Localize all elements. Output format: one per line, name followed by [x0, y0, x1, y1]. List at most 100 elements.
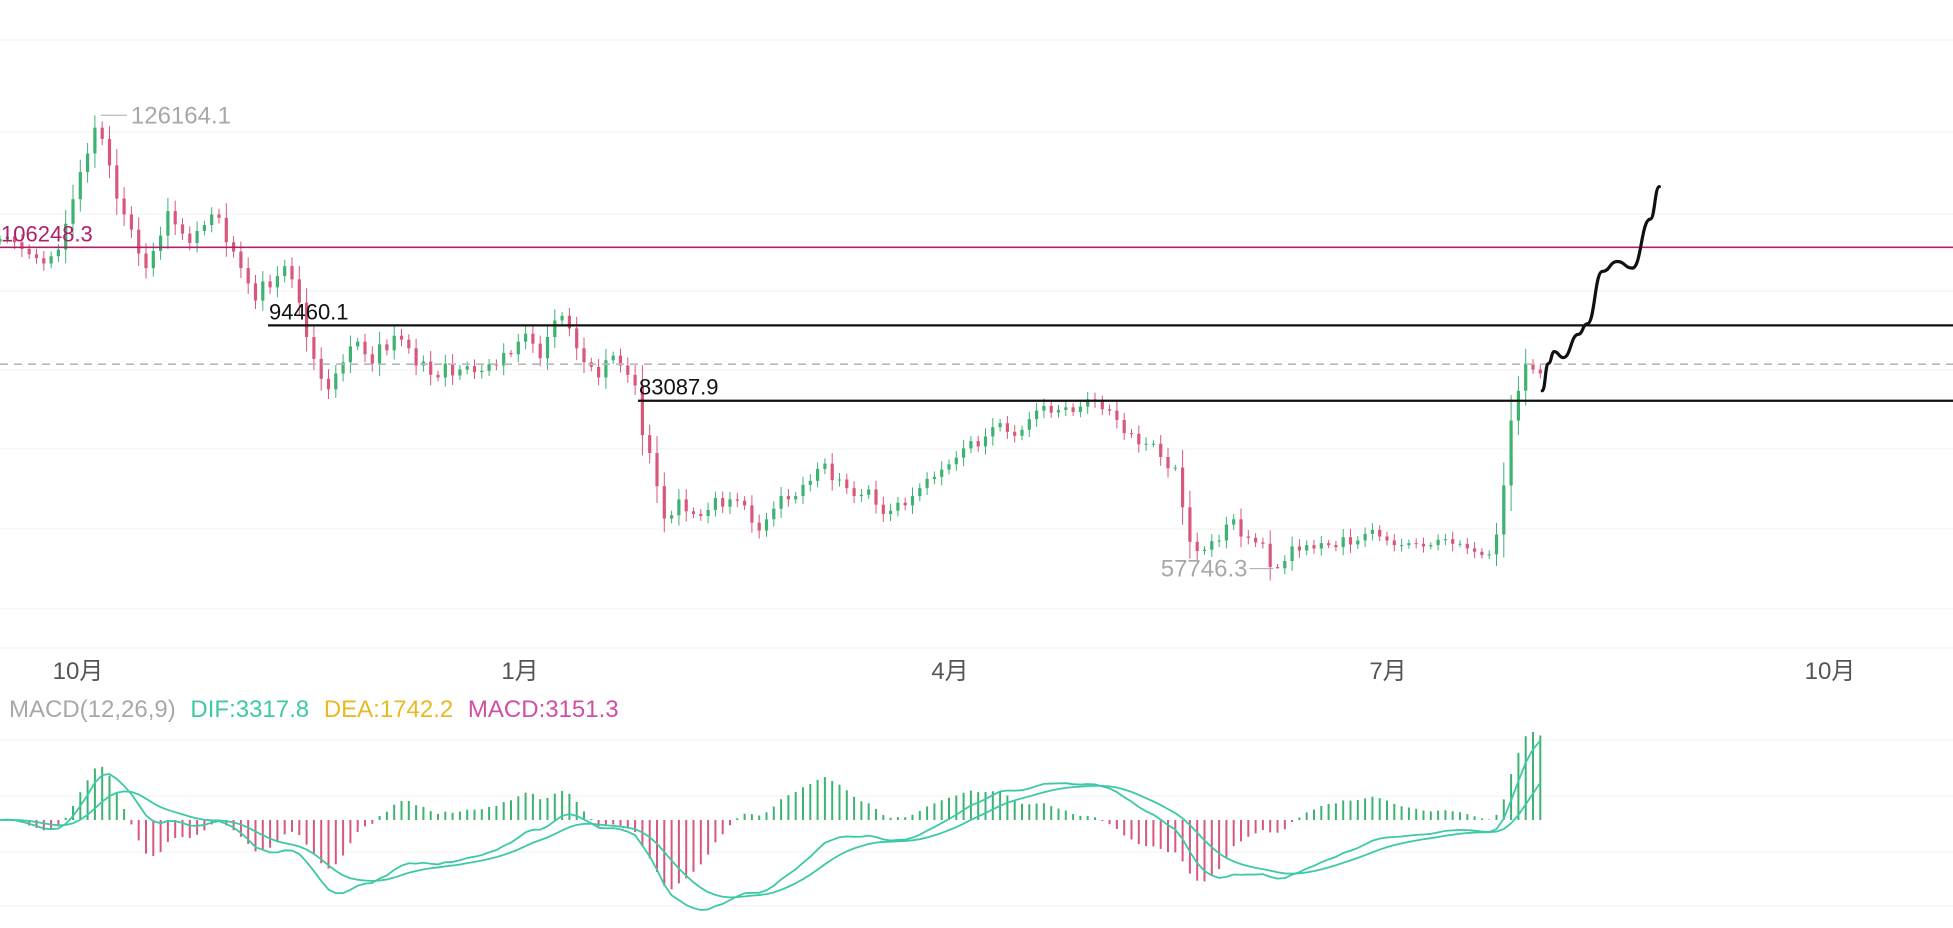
- candle: [516, 333, 520, 363]
- candle-body: [947, 464, 951, 470]
- candle: [954, 451, 958, 471]
- candle: [42, 251, 46, 271]
- candle-body: [1531, 363, 1535, 370]
- candle-body: [618, 355, 623, 366]
- candle: [224, 203, 228, 257]
- candle: [611, 351, 615, 365]
- candle-body: [1232, 519, 1236, 525]
- candle: [1195, 532, 1199, 561]
- candle: [1400, 538, 1404, 552]
- candle: [363, 333, 367, 363]
- candle: [896, 497, 900, 517]
- candle: [757, 514, 761, 539]
- candle-body: [662, 486, 666, 519]
- candle: [180, 218, 185, 240]
- candle: [1224, 516, 1228, 549]
- candle-body: [553, 320, 557, 338]
- candle-body: [670, 515, 674, 519]
- x-tick-label: 7月: [1369, 658, 1406, 685]
- candle: [837, 473, 842, 487]
- candle-body: [93, 127, 97, 154]
- candle: [0, 235, 2, 245]
- candle-body: [830, 463, 834, 481]
- candle-body: [1056, 409, 1061, 413]
- candle-body: [217, 214, 221, 218]
- candle: [1538, 364, 1542, 379]
- candle: [1049, 400, 1053, 418]
- candle-body: [918, 488, 922, 497]
- candle-body: [743, 500, 747, 506]
- dif-line: [0, 740, 1541, 911]
- candle: [794, 492, 798, 504]
- candle-body: [173, 211, 177, 225]
- candle-body: [1443, 539, 1447, 541]
- candle: [1005, 416, 1009, 439]
- candle-body: [1319, 543, 1323, 549]
- candle: [188, 226, 192, 251]
- candle: [1378, 525, 1382, 542]
- candle: [436, 370, 440, 382]
- candle-body: [188, 233, 192, 243]
- candle-body: [1159, 443, 1163, 457]
- candle-body: [969, 441, 973, 449]
- candle-body: [356, 341, 360, 347]
- candle-body: [983, 436, 988, 447]
- candle-body: [1261, 542, 1265, 544]
- candle-body: [1275, 566, 1280, 569]
- candle-body: [633, 374, 637, 386]
- candle-body: [465, 366, 469, 370]
- candle: [1473, 541, 1477, 559]
- candle-body: [1516, 390, 1520, 421]
- candle-body: [1071, 407, 1075, 412]
- macd-params-label: MACD(12,26,9): [9, 696, 176, 723]
- candle: [159, 226, 163, 260]
- projection-path: [1540, 185, 1661, 393]
- candle: [699, 509, 703, 521]
- candle-body: [151, 250, 155, 269]
- candle-body: [925, 478, 929, 489]
- price-level-label: 106248.3: [1, 221, 93, 246]
- candle: [998, 418, 1002, 432]
- candle-body: [1509, 420, 1513, 486]
- candle-body: [107, 138, 112, 166]
- candle-body: [655, 453, 659, 487]
- candle-body: [1100, 401, 1104, 410]
- high-price-label: 126164.1: [131, 102, 231, 129]
- candle-body: [1078, 406, 1082, 412]
- candle: [487, 358, 491, 377]
- candle-body: [531, 333, 535, 344]
- candle: [385, 339, 389, 356]
- candle-body: [1283, 561, 1287, 569]
- candle-body: [735, 499, 739, 501]
- candle-body: [1108, 409, 1112, 411]
- candle-body: [1049, 405, 1053, 413]
- candle-body: [852, 488, 856, 497]
- candle-body: [1224, 524, 1228, 541]
- candle-body: [385, 344, 389, 351]
- candle: [940, 461, 944, 486]
- candle: [71, 184, 75, 239]
- candle: [1421, 537, 1426, 553]
- candle: [129, 206, 133, 238]
- candle: [1502, 462, 1506, 558]
- candle-body: [305, 302, 309, 338]
- candle-body: [889, 510, 893, 514]
- candle-body: [137, 229, 141, 254]
- candle: [816, 462, 820, 488]
- candle-body: [1341, 537, 1345, 548]
- candle: [801, 476, 805, 505]
- grid-lines: [0, 39, 1953, 907]
- candle: [779, 486, 783, 518]
- candle: [1188, 490, 1192, 559]
- candle-body: [268, 281, 272, 288]
- candle: [137, 217, 141, 267]
- candle-body: [195, 231, 199, 243]
- candle-body: [0, 238, 2, 242]
- candle-body: [261, 281, 265, 301]
- candle: [305, 288, 309, 352]
- candle: [1232, 513, 1236, 530]
- candle: [407, 334, 411, 354]
- candle-body: [903, 502, 907, 506]
